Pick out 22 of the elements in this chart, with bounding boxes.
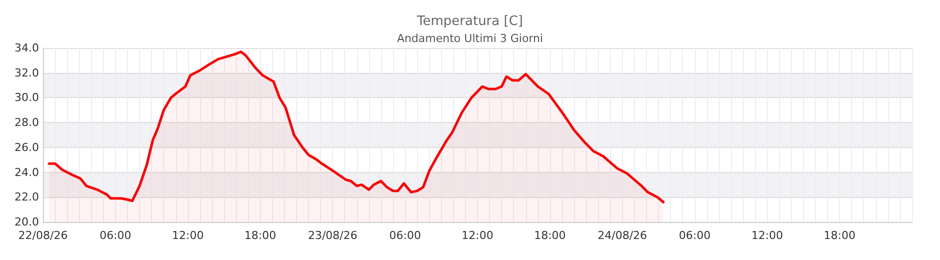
x-tick-label: 12:00 [751,229,784,242]
y-tick-label: 28.0 [14,116,39,130]
x-tick-label: 24/08/26 [598,229,648,242]
y-tick-label: 20.0 [14,216,39,228]
x-tick-label: 12:00 [462,229,494,242]
y-tick-label: 22.0 [14,190,39,204]
y-tick-label: 26.0 [14,140,39,154]
x-tick-label: 06:00 [100,229,132,242]
x-tick-label: 22/08/26 [18,229,68,242]
x-tick-label: 23/08/26 [308,229,358,242]
x-tick-label: 18:00 [534,229,566,242]
chart-subtitle: Andamento Ultimi 3 Giorni [396,32,544,45]
x-tick-label: 06:00 [389,229,421,242]
y-tick-label: 24.0 [14,166,39,179]
x-tick-label: 06:00 [678,229,711,242]
y-tick-label: 32.0 [14,66,39,80]
x-tick-label: 12:00 [172,229,204,242]
chart-title: Temperatura [C] [416,14,523,29]
y-tick-label: 34.0 [14,42,39,54]
y-tick-label: 30.0 [14,91,39,104]
x-tick-label: 18:00 [824,229,856,242]
x-tick-label: 18:00 [244,229,276,242]
